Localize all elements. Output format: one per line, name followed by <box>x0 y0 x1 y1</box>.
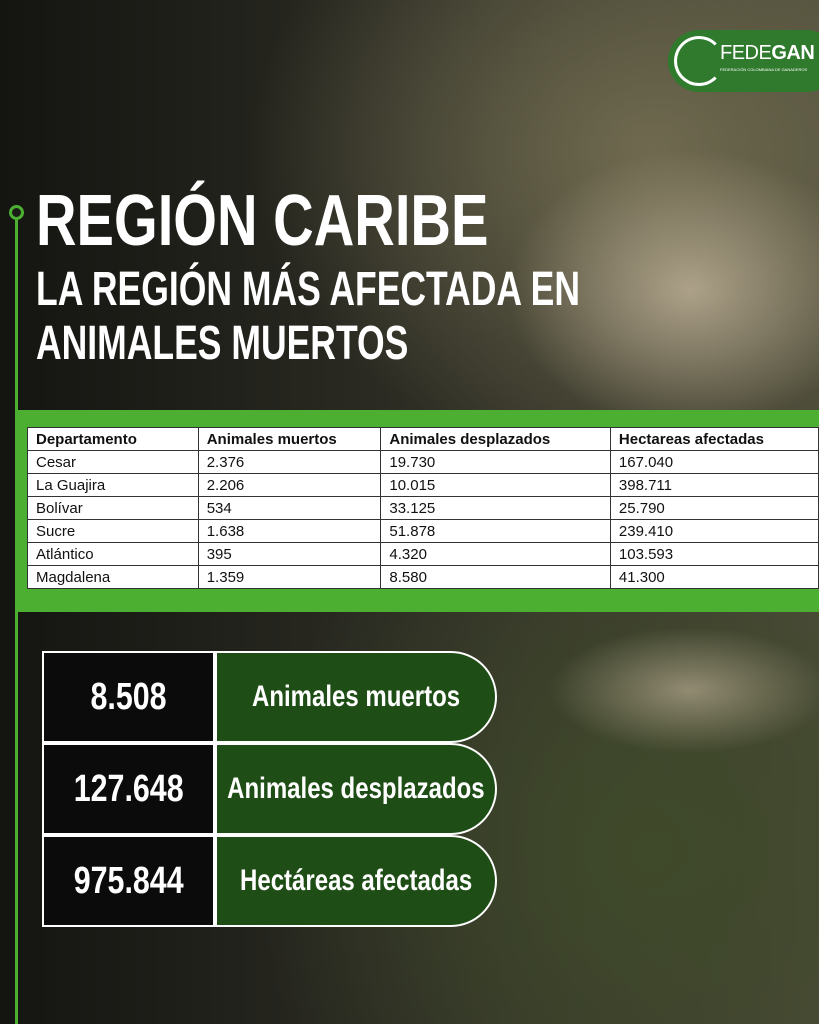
table-cell: 239.410 <box>609 519 819 543</box>
table-cell: 41.300 <box>609 565 819 589</box>
table-cell: 103.593 <box>609 542 819 566</box>
table-cell: Bolívar <box>27 496 199 520</box>
table-row: Bolívar 534 33.125 25.790 <box>27 496 819 520</box>
summary-label: Animales muertos <box>251 680 461 713</box>
summary-label: Animales desplazados <box>227 772 485 805</box>
table-row: Cesar 2.376 19.730 167.040 <box>27 450 819 474</box>
logo-mark <box>674 36 724 86</box>
data-table: Departamento Animales muertos Animales des… <box>27 427 819 589</box>
summary-value: 8.508 <box>90 675 167 718</box>
summary-label-box: Hectáreas afectadas <box>215 835 497 927</box>
column-header: Hectareas afectadas <box>609 427 819 451</box>
table-cell: 534 <box>197 496 382 520</box>
table-cell: Atlántico <box>27 542 199 566</box>
table-cell: 10.015 <box>380 473 611 497</box>
table-row: Magdalena 1.359 8.580 41.300 <box>27 565 819 589</box>
summary-row: 975.844 Hectáreas afectadas <box>42 835 497 927</box>
table-cell: Sucre <box>27 519 199 543</box>
logo-name: FEDEGAN <box>720 42 815 65</box>
table-row: Sucre 1.638 51.878 239.410 <box>27 519 819 543</box>
subtitle: LA REGIÓN MÁS AFECTADA EN <box>36 263 580 316</box>
table-cell: Cesar <box>27 450 199 474</box>
header-row: Departamento Animales muertos Animales des… <box>27 427 819 451</box>
accent-line <box>15 212 18 1024</box>
table-cell: 2.206 <box>197 473 382 497</box>
table-cell: La Guajira <box>27 473 199 497</box>
table-cell: 25.790 <box>609 496 819 520</box>
table-row: Atlántico 395 4.320 103.593 <box>27 542 819 566</box>
subtitle: ANIMALES MUERTOS <box>36 317 409 370</box>
accent-dot <box>9 205 24 220</box>
summary-value: 127.648 <box>73 767 184 810</box>
table-cell: 19.730 <box>380 450 611 474</box>
column-header: Animales muertos <box>197 427 382 451</box>
summary-label-box: Animales muertos <box>215 651 497 743</box>
summary-label-box: Animales desplazados <box>215 743 497 835</box>
table-cell: 2.376 <box>197 450 382 474</box>
logo-tagline: FEDERACIÓN COLOMBIANA DE GANADEROS <box>720 67 808 72</box>
column-header: Departamento <box>27 427 199 451</box>
table-row: La Guajira 2.206 10.015 398.711 <box>27 473 819 497</box>
table-cell: 1.359 <box>197 565 382 589</box>
summary-row: 127.648 Animales desplazados <box>42 743 497 835</box>
table-cell: 167.040 <box>609 450 819 474</box>
column-header: Animales desplazados <box>380 427 611 451</box>
summary-value-box: 8.508 <box>42 651 215 743</box>
summary-value-box: 127.648 <box>42 743 215 835</box>
logo-name-light: FEDE <box>720 42 772 64</box>
table-cell: 4.320 <box>380 542 611 566</box>
table-cell: 8.580 <box>380 565 611 589</box>
summary-value-box: 975.844 <box>42 835 215 927</box>
table-cell: 51.878 <box>380 519 611 543</box>
summary-label: Hectáreas afectadas <box>239 864 473 897</box>
summary-value: 975.844 <box>73 859 184 902</box>
logo-name-bold: GAN <box>771 42 815 64</box>
logo: FEDEGAN FEDERACIÓN COLOMBIANA DE GANADER… <box>668 30 819 92</box>
summary-row: 8.508 Animales muertos <box>42 651 497 743</box>
table-cell: 398.711 <box>609 473 819 497</box>
table-cell: 1.638 <box>197 519 382 543</box>
title: REGIÓN CARIBE <box>36 181 489 261</box>
table-cell: 395 <box>197 542 382 566</box>
table-body: Cesar 2.376 19.730 167.040 La Guajira 2.206 10… <box>27 450 819 589</box>
table-cell: Magdalena <box>27 565 199 589</box>
table-cell: 33.125 <box>380 496 611 520</box>
